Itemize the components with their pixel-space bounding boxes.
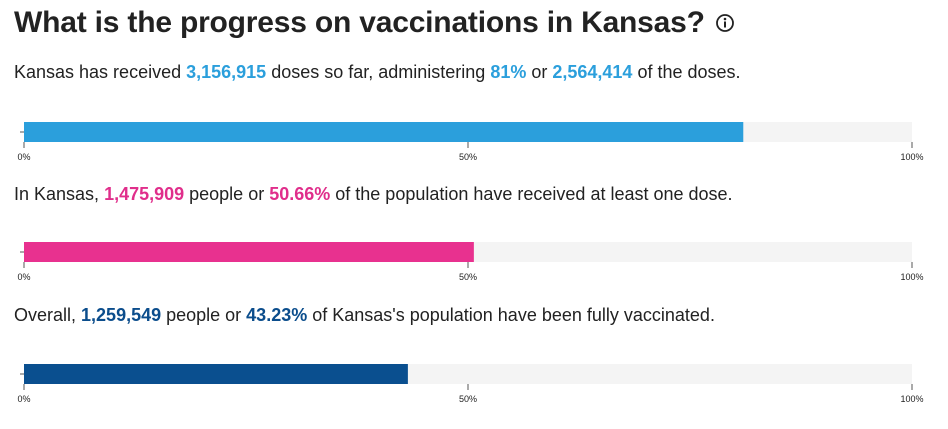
doses-administered-chart: 0% 50% 100% [0, 116, 948, 172]
axis-tick-label: 0% [17, 394, 30, 404]
sentence-fragment: people or [161, 305, 247, 325]
info-icon[interactable] [715, 13, 735, 33]
sentence-fragment: of Kansas's population have been fully v… [307, 305, 715, 325]
fully-vaccinated-summary-text: Overall, 1,259,549 people or 43.23% of K… [14, 305, 715, 326]
progress-bar [24, 242, 474, 262]
progress-bar-svg: 0% 50% 100% [17, 122, 924, 162]
highlight-value: 2,564,414 [552, 62, 633, 82]
sentence-fragment: Kansas has received [14, 62, 187, 82]
highlight-value: 50.66% [269, 184, 331, 204]
page-title: What is the progress on vaccinations in … [14, 6, 705, 39]
sentence-fragment: In Kansas, [14, 184, 105, 204]
sentence-fragment: of the doses. [632, 62, 741, 82]
axis-tick-label: 100% [900, 394, 923, 404]
axis-tick-label: 0% [17, 272, 30, 282]
highlight-value: 43.23% [246, 305, 308, 325]
axis-tick-label: 50% [459, 394, 477, 404]
highlight-value: 3,156,915 [186, 62, 267, 82]
progress-bar-svg: 0% 50% 100% [17, 242, 924, 282]
title-row: What is the progress on vaccinations in … [14, 6, 735, 40]
highlight-value: 1,475,909 [104, 184, 185, 204]
doses-summary-text: Kansas has received 3,156,915 doses so f… [14, 62, 741, 83]
sentence-fragment: Overall, [14, 305, 82, 325]
sentence-fragment: people or [184, 184, 270, 204]
sentence-fragment: or [526, 62, 553, 82]
progress-bar [24, 364, 408, 384]
fully-vaccinated-chart: 0% 50% 100% [0, 358, 948, 414]
axis-tick-label: 0% [17, 152, 30, 162]
highlight-value: 1,259,549 [81, 305, 162, 325]
highlight-value: 81% [490, 62, 527, 82]
progress-bar-svg: 0% 50% 100% [17, 364, 924, 404]
sentence-fragment: of the population have received at least… [330, 184, 733, 204]
axis-tick-label: 50% [459, 272, 477, 282]
sentence-fragment: doses so far, administering [266, 62, 491, 82]
progress-bar [24, 122, 744, 142]
axis-tick-label: 100% [900, 152, 923, 162]
first-dose-summary-text: In Kansas, 1,475,909 people or 50.66% of… [14, 184, 733, 205]
axis-tick-label: 50% [459, 152, 477, 162]
first-dose-chart: 0% 50% 100% [0, 236, 948, 292]
axis-tick-label: 100% [900, 272, 923, 282]
